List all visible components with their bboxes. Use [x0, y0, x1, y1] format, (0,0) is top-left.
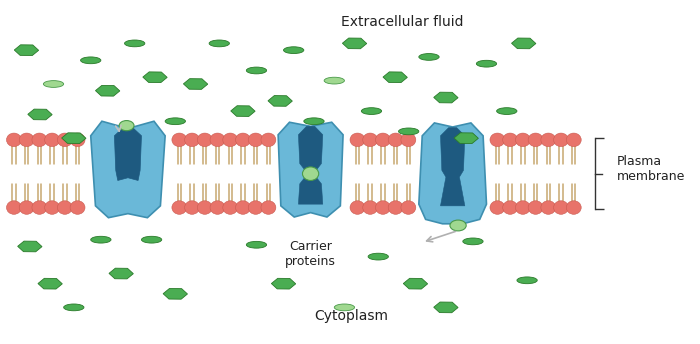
- Ellipse shape: [197, 201, 212, 214]
- Ellipse shape: [368, 253, 388, 260]
- Ellipse shape: [302, 167, 318, 181]
- Ellipse shape: [197, 133, 212, 147]
- Ellipse shape: [261, 201, 276, 214]
- Polygon shape: [114, 127, 141, 181]
- Ellipse shape: [19, 133, 34, 147]
- Ellipse shape: [350, 201, 365, 214]
- Ellipse shape: [401, 201, 416, 214]
- Ellipse shape: [335, 304, 355, 311]
- Ellipse shape: [450, 220, 466, 231]
- Ellipse shape: [209, 40, 230, 47]
- Ellipse shape: [515, 201, 531, 214]
- Text: Plasma
membrane: Plasma membrane: [617, 154, 685, 183]
- Ellipse shape: [284, 47, 304, 54]
- Polygon shape: [91, 121, 165, 218]
- Ellipse shape: [165, 118, 186, 125]
- Ellipse shape: [119, 120, 134, 131]
- Ellipse shape: [476, 60, 496, 67]
- Ellipse shape: [541, 201, 556, 214]
- Ellipse shape: [32, 133, 47, 147]
- Ellipse shape: [125, 40, 145, 47]
- Ellipse shape: [350, 133, 365, 147]
- Ellipse shape: [389, 133, 403, 147]
- Ellipse shape: [566, 133, 581, 147]
- Ellipse shape: [70, 201, 85, 214]
- Ellipse shape: [304, 118, 324, 125]
- Ellipse shape: [235, 201, 251, 214]
- Ellipse shape: [246, 241, 267, 248]
- Ellipse shape: [70, 133, 85, 147]
- Ellipse shape: [401, 133, 416, 147]
- Ellipse shape: [375, 201, 391, 214]
- Ellipse shape: [45, 201, 60, 214]
- Polygon shape: [298, 126, 323, 170]
- Ellipse shape: [419, 54, 439, 60]
- Ellipse shape: [324, 77, 344, 84]
- Ellipse shape: [517, 277, 537, 284]
- Ellipse shape: [172, 133, 187, 147]
- Polygon shape: [419, 123, 486, 224]
- Ellipse shape: [554, 201, 568, 214]
- Ellipse shape: [6, 201, 22, 214]
- Ellipse shape: [185, 201, 200, 214]
- Ellipse shape: [503, 133, 517, 147]
- Ellipse shape: [490, 201, 505, 214]
- Ellipse shape: [528, 133, 543, 147]
- Text: Extracellular fluid: Extracellular fluid: [341, 15, 463, 29]
- Ellipse shape: [185, 133, 200, 147]
- Ellipse shape: [223, 133, 238, 147]
- Ellipse shape: [541, 133, 556, 147]
- Ellipse shape: [515, 133, 531, 147]
- Ellipse shape: [6, 133, 22, 147]
- Ellipse shape: [172, 201, 187, 214]
- Ellipse shape: [248, 201, 263, 214]
- Ellipse shape: [566, 201, 581, 214]
- Ellipse shape: [45, 133, 60, 147]
- Polygon shape: [298, 178, 323, 204]
- Ellipse shape: [490, 133, 505, 147]
- Polygon shape: [278, 122, 343, 217]
- Ellipse shape: [261, 133, 276, 147]
- Ellipse shape: [210, 201, 225, 214]
- Ellipse shape: [19, 201, 34, 214]
- Ellipse shape: [64, 304, 84, 311]
- Text: Cytoplasm: Cytoplasm: [314, 309, 389, 323]
- Ellipse shape: [43, 80, 64, 87]
- Ellipse shape: [554, 133, 568, 147]
- Ellipse shape: [398, 128, 419, 135]
- Ellipse shape: [463, 238, 483, 245]
- Ellipse shape: [496, 108, 517, 115]
- Ellipse shape: [503, 201, 517, 214]
- Ellipse shape: [363, 201, 377, 214]
- Polygon shape: [440, 128, 465, 206]
- Ellipse shape: [32, 201, 47, 214]
- Ellipse shape: [363, 133, 377, 147]
- Ellipse shape: [248, 133, 263, 147]
- Ellipse shape: [235, 133, 251, 147]
- Text: Carrier
proteins: Carrier proteins: [285, 240, 336, 268]
- Ellipse shape: [80, 57, 101, 64]
- Ellipse shape: [223, 201, 238, 214]
- Ellipse shape: [375, 133, 391, 147]
- Ellipse shape: [246, 67, 267, 74]
- Ellipse shape: [141, 236, 162, 243]
- Ellipse shape: [361, 108, 382, 115]
- Ellipse shape: [528, 201, 543, 214]
- Ellipse shape: [91, 236, 111, 243]
- Ellipse shape: [57, 133, 72, 147]
- Ellipse shape: [210, 133, 225, 147]
- Ellipse shape: [389, 201, 403, 214]
- Ellipse shape: [57, 201, 72, 214]
